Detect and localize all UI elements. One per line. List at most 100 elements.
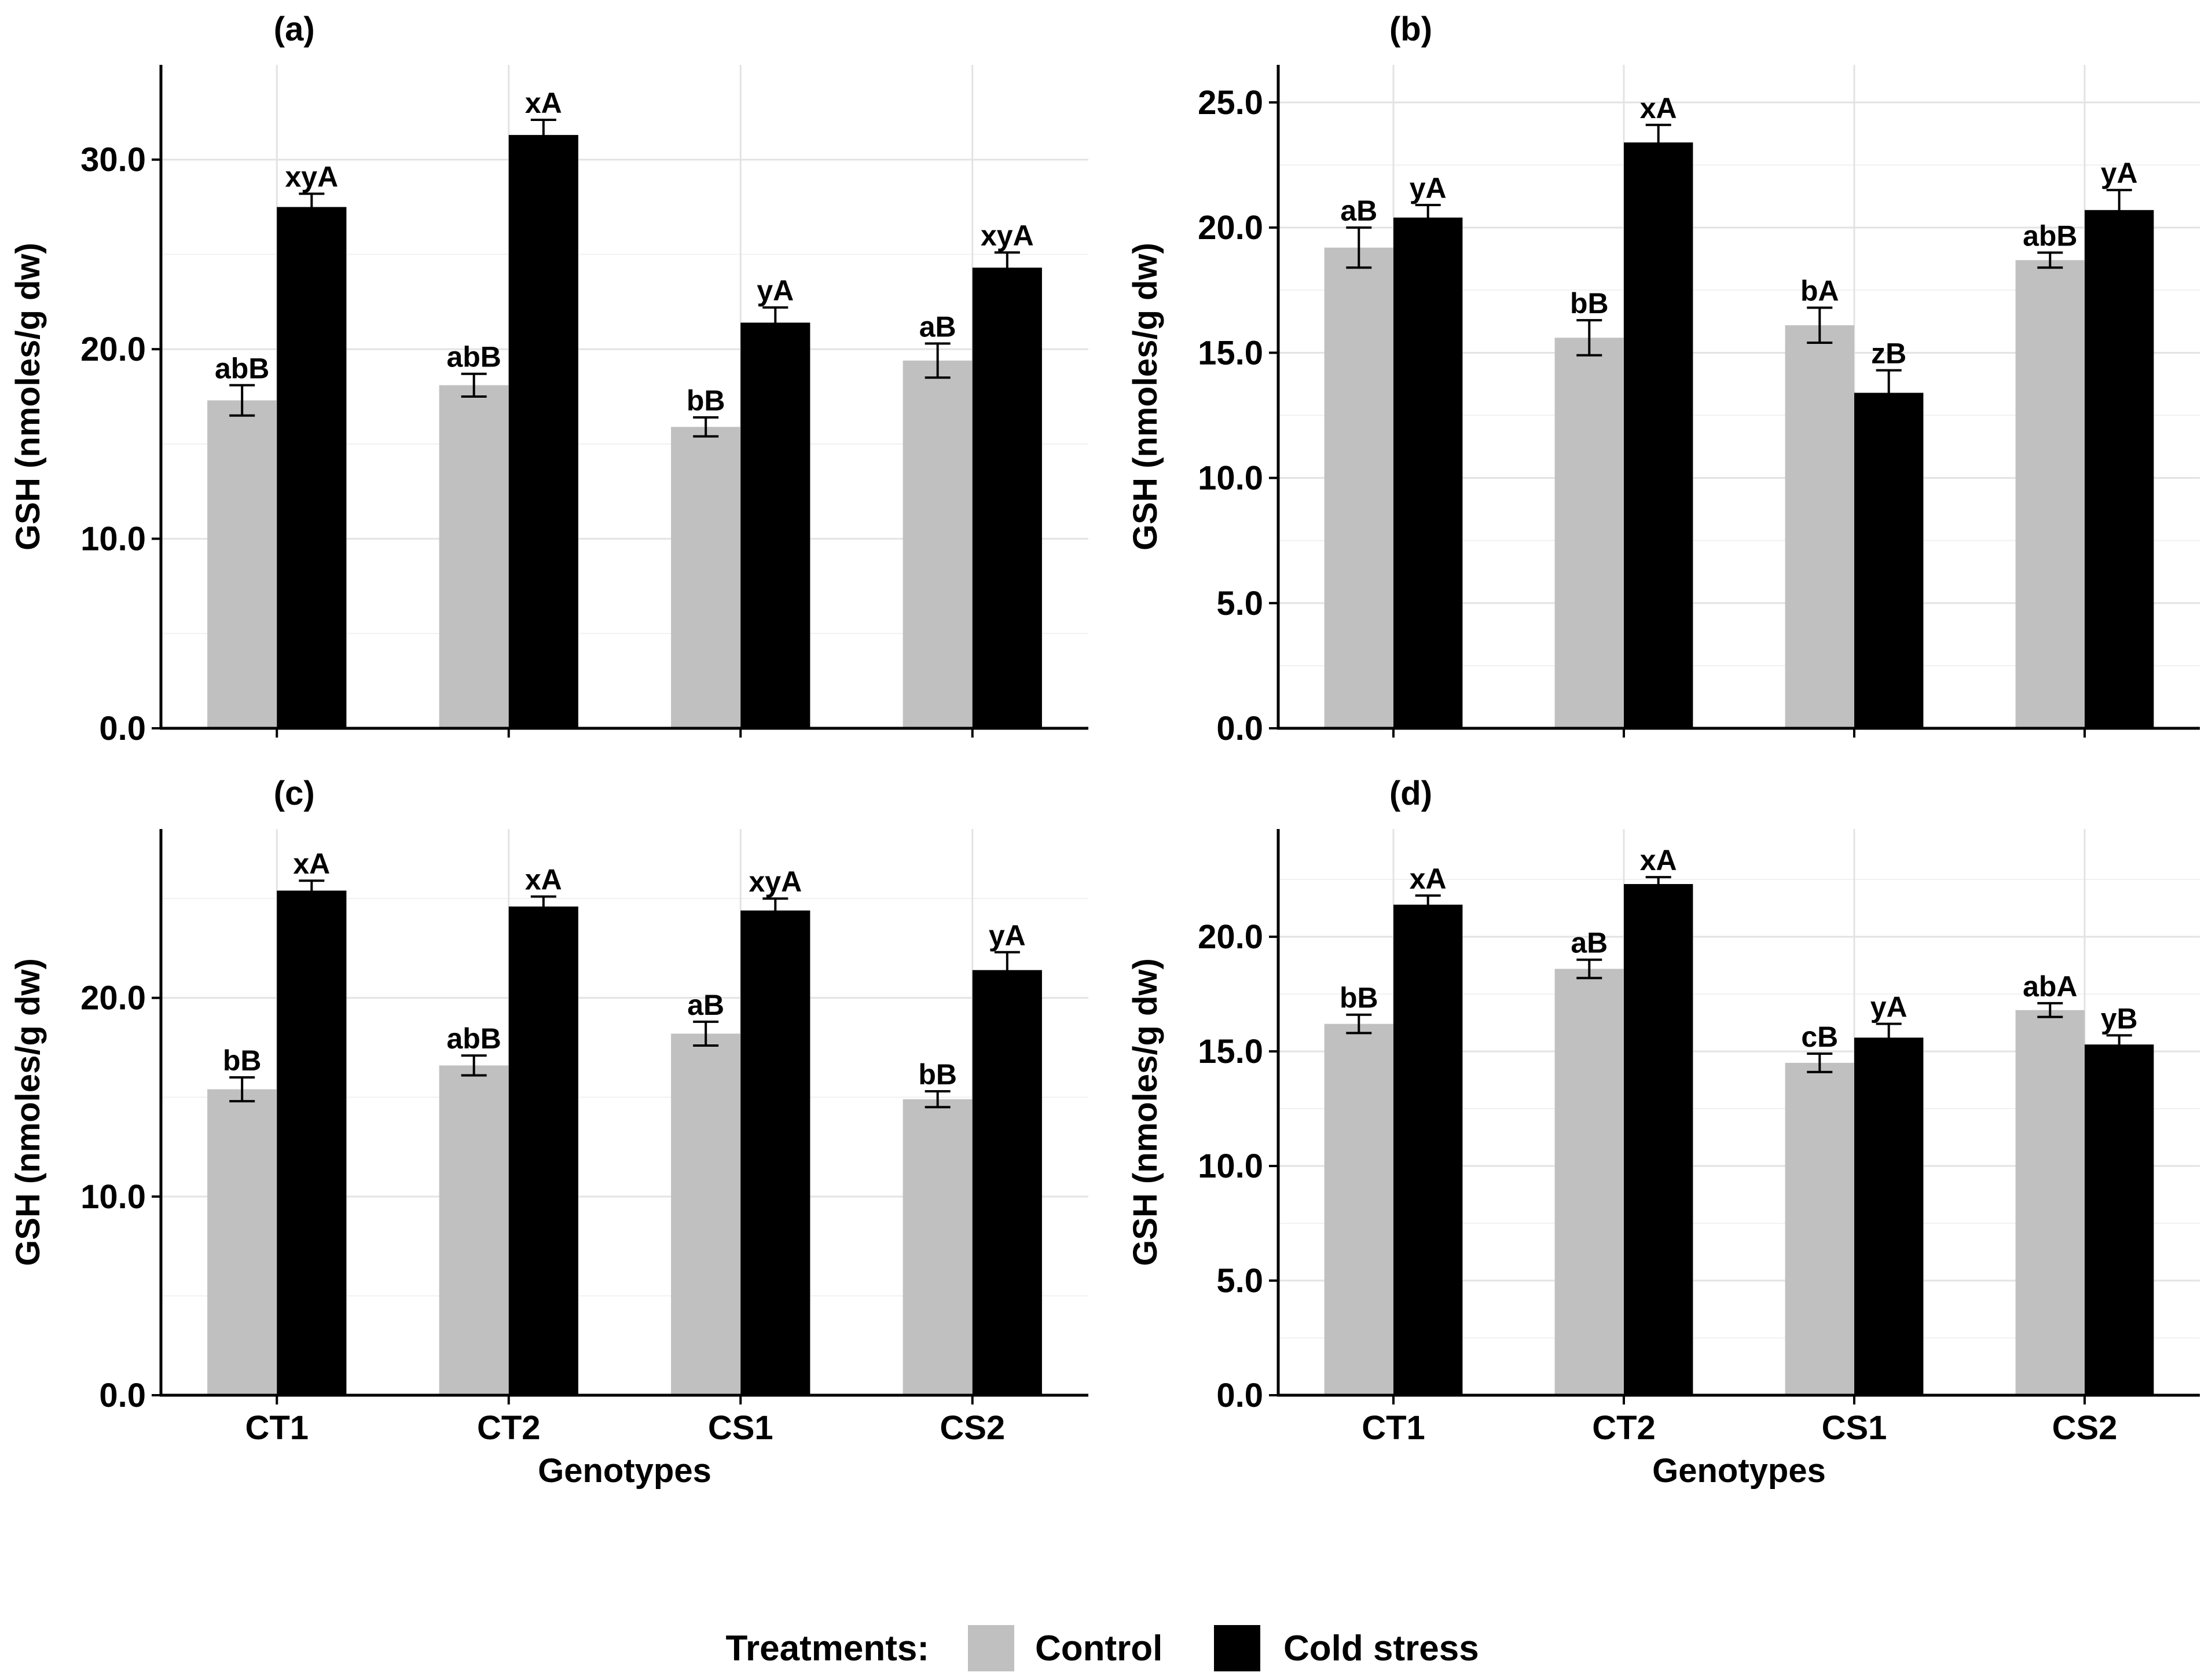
panel-title: (b) bbox=[1389, 10, 1432, 48]
bar-control bbox=[1554, 969, 1624, 1395]
panel-title: (d) bbox=[1389, 775, 1432, 812]
y-tick-label: 15.0 bbox=[1198, 1033, 1263, 1070]
legend-label-cold-stress: Cold stress bbox=[1283, 1629, 1479, 1668]
y-axis-title: GSH (nmoles/g dw) bbox=[1127, 958, 1164, 1266]
panel-a: abB abB bB aB xyA xA yA xyA 0.0 10.0 20.0 30.0 GSH (… bbox=[9, 10, 1088, 747]
bar-control bbox=[903, 360, 973, 728]
bar-label: xyA bbox=[285, 161, 338, 193]
bar-control bbox=[671, 427, 741, 728]
y-tick-label: 30.0 bbox=[80, 141, 146, 179]
panel-title: (c) bbox=[274, 775, 315, 812]
bar-cold-stress bbox=[2085, 1044, 2154, 1395]
y-tick-label: 0.0 bbox=[99, 1377, 146, 1414]
bar-label: abA bbox=[2023, 970, 2077, 1003]
bar-label: zB bbox=[1871, 338, 1906, 370]
bar-control bbox=[2015, 1010, 2085, 1395]
bar-control bbox=[439, 1065, 509, 1395]
bar-control bbox=[1785, 325, 1854, 728]
y-tick-label: 20.0 bbox=[80, 980, 146, 1017]
bar-label: aB bbox=[919, 310, 956, 343]
bar-cold-stress bbox=[1624, 142, 1693, 729]
bar-control bbox=[2015, 260, 2085, 728]
bar-cold-stress bbox=[972, 970, 1042, 1395]
x-tick-label: CT1 bbox=[1362, 1409, 1425, 1447]
panel-title: (a) bbox=[274, 10, 315, 48]
bar-label: bB bbox=[1340, 982, 1378, 1014]
bar-label: bA bbox=[1800, 274, 1839, 307]
y-tick-label: 15.0 bbox=[1198, 334, 1263, 372]
bar-label: xyA bbox=[981, 219, 1034, 252]
panel-d: bB aB cB abA xA xA yA yB 0.0 5.0 10.0 15.0 20.0 CT1 CT… bbox=[1127, 775, 2200, 1490]
bar-label: xA bbox=[293, 848, 330, 880]
bar-label: bB bbox=[918, 1058, 957, 1091]
bar-label: xA bbox=[525, 87, 562, 119]
y-axis-title: GSH (nmoles/g dw) bbox=[9, 958, 47, 1266]
bar-cold-stress bbox=[740, 322, 810, 728]
bar-label: abB bbox=[2023, 219, 2077, 252]
bar-cold-stress bbox=[1854, 1037, 1924, 1395]
y-tick-label: 20.0 bbox=[1198, 209, 1263, 247]
legend-swatch-cold-stress bbox=[1214, 1625, 1260, 1671]
bar-label: abB bbox=[215, 352, 269, 384]
bar-cold-stress bbox=[1393, 904, 1463, 1395]
x-tick-label: CS2 bbox=[940, 1409, 1005, 1447]
panel-c: bB abB aB bB xA xA xyA yA 0.0 10.0 20.0 CT1 CT2 CS1 CS… bbox=[9, 775, 1088, 1490]
bar-label: aB bbox=[687, 989, 724, 1021]
y-tick-label: 10.0 bbox=[1198, 460, 1263, 497]
bar-control bbox=[207, 400, 277, 728]
legend-swatch-control bbox=[968, 1625, 1014, 1671]
y-tick-label: 20.0 bbox=[80, 331, 146, 368]
y-axis-title: GSH (nmoles/g dw) bbox=[9, 243, 47, 551]
y-tick-label: 10.0 bbox=[80, 520, 146, 558]
bar-label: yA bbox=[1410, 172, 1447, 204]
y-tick-label: 25.0 bbox=[1198, 84, 1263, 122]
bar-control bbox=[439, 385, 509, 728]
y-axis-title: GSH (nmoles/g dw) bbox=[1127, 243, 1164, 551]
y-tick-label: 5.0 bbox=[1216, 1262, 1263, 1300]
bar-label: yA bbox=[757, 274, 794, 307]
bar-label: yA bbox=[989, 919, 1026, 952]
bar-label: bB bbox=[1570, 287, 1609, 320]
legend: Treatments: Control Cold stress bbox=[726, 1625, 1479, 1671]
y-tick-label: 20.0 bbox=[1198, 918, 1263, 956]
y-tick-label: 5.0 bbox=[1216, 585, 1263, 622]
bar-label: abB bbox=[446, 1022, 501, 1055]
bar-label: xA bbox=[1410, 863, 1447, 895]
bar-control bbox=[903, 1099, 973, 1395]
x-tick-label: CT2 bbox=[1592, 1409, 1656, 1447]
bar-label: xA bbox=[1640, 844, 1677, 876]
x-axis-title: Genotypes bbox=[538, 1452, 711, 1490]
bar-cold-stress bbox=[1854, 393, 1924, 728]
bar-control bbox=[1554, 338, 1624, 728]
bar-label: cB bbox=[1801, 1021, 1838, 1053]
y-tick-label: 10.0 bbox=[80, 1178, 146, 1216]
bar-cold-stress bbox=[972, 267, 1042, 728]
bar-cold-stress bbox=[508, 906, 578, 1395]
x-tick-label: CT1 bbox=[245, 1409, 309, 1447]
y-tick-label: 0.0 bbox=[99, 710, 146, 747]
bar-cold-stress bbox=[1624, 884, 1693, 1395]
bar-label: bB bbox=[223, 1044, 262, 1077]
bar-control bbox=[1785, 1062, 1854, 1395]
bar-cold-stress bbox=[2085, 210, 2154, 728]
bar-control bbox=[1324, 1024, 1393, 1395]
x-axis-title: Genotypes bbox=[1652, 1452, 1826, 1490]
bar-label: yB bbox=[2101, 1002, 2138, 1035]
y-tick-label: 10.0 bbox=[1198, 1147, 1263, 1185]
bar-cold-stress bbox=[277, 207, 347, 729]
bar-cold-stress bbox=[508, 135, 578, 729]
bar-label: xA bbox=[525, 864, 562, 896]
chart-panels: abB abB bB aB xyA xA yA xyA 0.0 10.0 20.0 30.0 GSH (… bbox=[9, 10, 2200, 1490]
y-tick-label: 0.0 bbox=[1216, 1377, 1263, 1414]
bar-cold-stress bbox=[740, 910, 810, 1395]
bar-cold-stress bbox=[277, 890, 347, 1395]
bar-label: bB bbox=[687, 384, 725, 417]
x-tick-label: CS2 bbox=[2052, 1409, 2118, 1447]
legend-label-control: Control bbox=[1035, 1629, 1162, 1668]
bar-label: abB bbox=[446, 341, 501, 373]
bar-label: yA bbox=[1870, 991, 1907, 1024]
legend-title: Treatments: bbox=[726, 1629, 929, 1668]
x-tick-label: CS1 bbox=[1822, 1409, 1887, 1447]
bar-label: aB bbox=[1340, 195, 1377, 227]
